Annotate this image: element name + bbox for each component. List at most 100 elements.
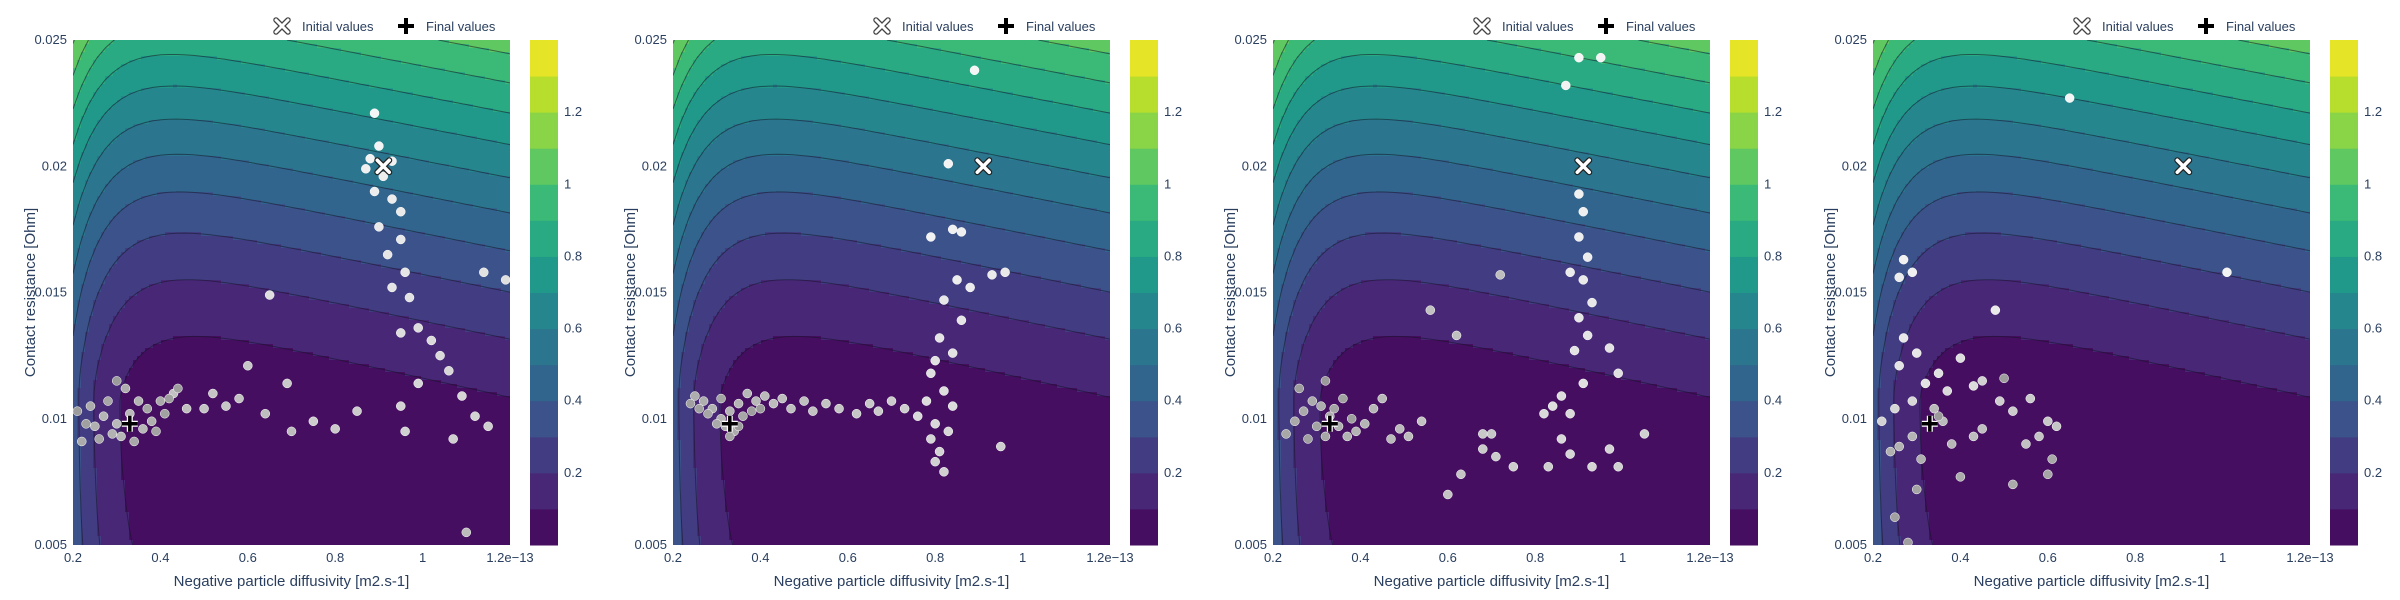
legend-initial-symbol: [273, 17, 291, 35]
scatter-point: [448, 434, 458, 444]
scatter-point: [2025, 393, 2036, 404]
colorbar-band: [530, 292, 558, 330]
colorbar-band: [2330, 436, 2358, 474]
scatter-point: [1574, 189, 1584, 199]
scatter-point: [2034, 431, 2044, 442]
scatter-point: [1320, 431, 1331, 442]
scatter-point: [1639, 429, 1650, 439]
scatter-point: [396, 328, 406, 338]
colorbar-band: [530, 256, 558, 293]
colorbar-band: [1130, 436, 1158, 474]
colorbar-band: [530, 148, 558, 185]
x-axis-label: Negative particle diffusivity [m2.s-1]: [1374, 573, 1610, 590]
colorbar-band: [530, 112, 558, 149]
x-tick-label: 0.8: [926, 550, 944, 565]
scatter-point: [1604, 343, 1615, 353]
scatter-point: [939, 467, 949, 477]
x-tick-label: 0.4: [751, 550, 769, 565]
scatter-point: [73, 406, 83, 416]
y-tick-label: 0.01: [1842, 411, 1867, 426]
scatter-point: [155, 396, 166, 406]
colorbar-band: [1730, 76, 1758, 113]
scatter-point: [1451, 330, 1462, 341]
colorbar-band: [1730, 436, 1758, 474]
colorbar-band: [2330, 292, 2358, 330]
scatter-point: [930, 456, 940, 467]
scatter-point: [1574, 52, 1584, 63]
colorbar: 0.2 0.4 0.6 0.8 1 1.2: [2330, 40, 2382, 546]
scatter-point: [698, 396, 709, 406]
chart-panel-4: 0.2 0.4 0.6 0.8 1 1.2e−13 0.005 0.01 0.015 0.02 0.…: [1822, 17, 2382, 590]
scatter-point: [921, 396, 932, 406]
scatter-point: [107, 429, 118, 439]
scatter-point: [479, 267, 489, 278]
scatter-point: [1898, 254, 1909, 265]
colorbar-band: [1730, 220, 1758, 257]
colorbar-band: [530, 400, 558, 438]
scatter-point: [1890, 403, 1900, 414]
legend-final-label: Final values: [1626, 19, 1696, 34]
scatter-point: [725, 406, 735, 416]
colorbar-tick-label: 0.6: [1764, 321, 1782, 336]
scatter-point: [694, 403, 704, 414]
y-tick-label: 0.025: [1834, 32, 1867, 47]
colorbar-band: [1730, 364, 1758, 402]
scatter-point: [1311, 421, 1322, 432]
scatter-point: [930, 419, 940, 429]
colorbar-band: [1730, 292, 1758, 330]
scatter-point: [746, 406, 757, 416]
scatter-point: [120, 383, 131, 394]
x-tick-label: 0.8: [326, 550, 344, 565]
scatter-point: [1574, 313, 1584, 323]
scatter-point: [1907, 396, 1918, 406]
initial-value-marker: [1574, 157, 1593, 176]
scatter-point: [1346, 414, 1357, 424]
colorbar-band: [2330, 40, 2358, 77]
scatter-point: [1587, 297, 1597, 308]
scatter-point: [1000, 267, 1010, 278]
scatter-point: [138, 424, 148, 434]
legend-final-label: Final values: [2226, 19, 2296, 34]
x-tick-label: 0.6: [1439, 550, 1457, 565]
scatter-point: [1565, 267, 1575, 278]
scatter-point: [426, 335, 437, 346]
colorbar-band: [1730, 256, 1758, 293]
scatter-point: [1946, 439, 1957, 449]
colorbar-band: [1130, 112, 1158, 149]
scatter-point: [221, 401, 231, 411]
y-axis-label: Contact resistance [Ohm]: [22, 208, 39, 377]
scatter-point: [199, 403, 209, 414]
scatter-point: [1298, 406, 1309, 416]
colorbar-band: [1730, 328, 1758, 366]
x-tick-label: 0.8: [2126, 550, 2144, 565]
scatter-point: [711, 419, 722, 429]
scatter-point: [181, 403, 192, 414]
scatter-point: [1907, 267, 1918, 278]
colorbar-band: [1130, 472, 1158, 510]
scatter-point: [2222, 267, 2232, 278]
scatter-point: [1338, 393, 1348, 404]
scatter-point: [404, 292, 415, 303]
colorbar-tick-label: 0.4: [2364, 393, 2382, 408]
scatter-point: [387, 194, 397, 204]
scatter-point: [755, 403, 766, 414]
x-tick-label: 1: [1019, 550, 1026, 565]
scatter-point: [260, 408, 271, 419]
colorbar-tick-label: 0.6: [564, 321, 582, 336]
final-value-marker: [121, 415, 138, 432]
scatter-point: [129, 436, 139, 447]
scatter-point: [947, 348, 958, 358]
scatter-point: [374, 141, 384, 151]
colorbar-tick-label: 0.2: [564, 465, 582, 480]
scatter-point: [461, 527, 472, 538]
colorbar-tick-label: 1: [2364, 176, 2371, 191]
colorbar-tick-label: 0.8: [1164, 248, 1182, 263]
scatter-point: [413, 323, 423, 333]
colorbar-tick-label: 1: [564, 176, 571, 191]
x-tick-label: 1.2e−13: [486, 550, 533, 565]
scatter-point: [243, 360, 253, 371]
colorbar-tick-label: 0.2: [2364, 465, 2382, 480]
scatter-point: [1929, 403, 1939, 414]
scatter-series: [685, 65, 1010, 477]
scatter-point: [1587, 461, 1597, 472]
